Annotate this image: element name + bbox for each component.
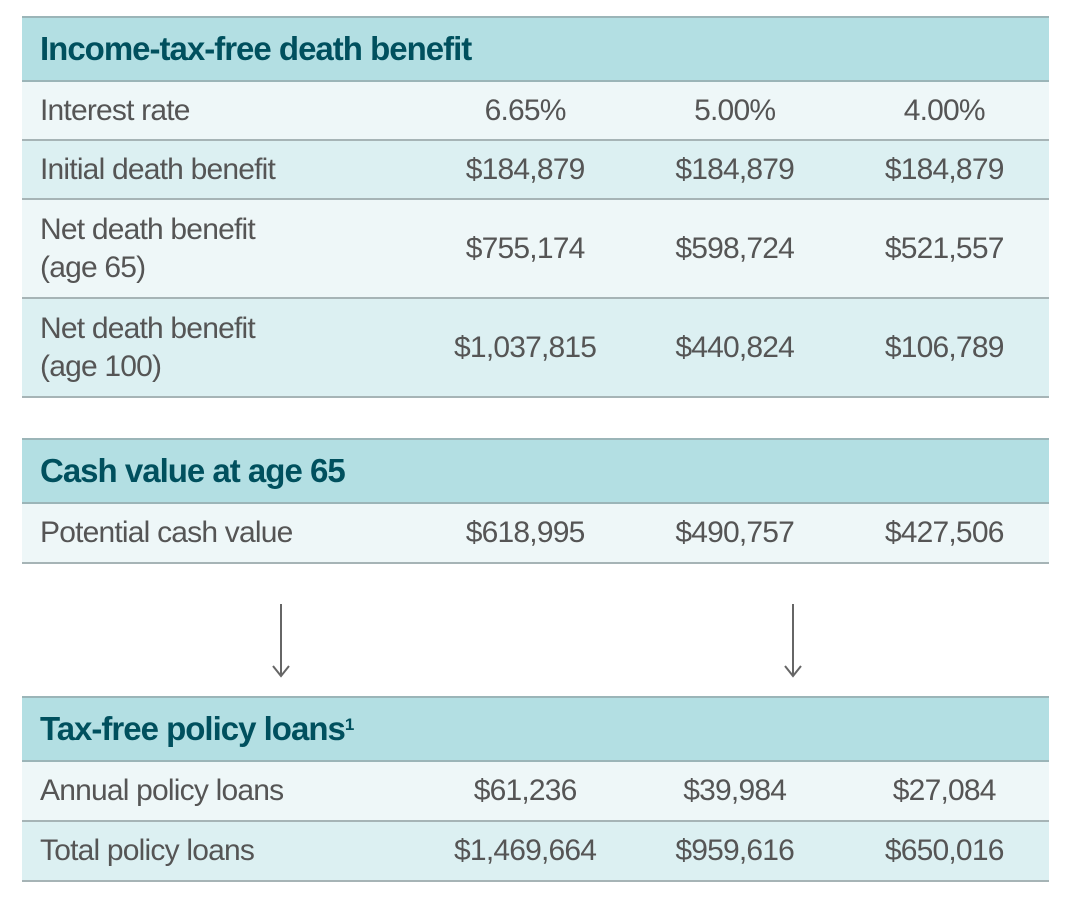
table-row: Interest rate 6.65% 5.00% 4.00% [22, 82, 1049, 141]
row-label: Interest rate [40, 93, 190, 127]
row-label: Annual policy loans [40, 774, 284, 807]
cell: $427,506 [884, 516, 1005, 549]
section-header: Cash value at age 65 [22, 438, 1049, 504]
row-label: Potential cash value [40, 516, 293, 549]
down-arrow-icon [784, 604, 802, 678]
row-label: Initial death benefit [40, 152, 276, 186]
cell: $490,757 [675, 516, 795, 549]
row-label: Net death benefit (age 100) [22, 310, 410, 386]
table-row: Net death benefit (age 65) $755,174 $598,… [22, 200, 1049, 299]
cell: $61,236 [473, 774, 578, 807]
section-title: Income-tax-free death benefit [40, 30, 472, 67]
cell: 4.00% [903, 93, 986, 127]
footnote-marker: 1 [344, 715, 355, 734]
cell: $521,557 [884, 231, 1005, 265]
cell: $184,879 [675, 152, 795, 186]
cell: $1,037,815 [454, 330, 597, 364]
cell: $755,174 [465, 231, 586, 265]
cell: $184,879 [884, 152, 1005, 186]
cell: $618,995 [465, 516, 586, 549]
cell: $959,616 [675, 834, 795, 867]
section-header: Income-tax-free death benefit [22, 16, 1049, 82]
cell: 6.65% [484, 93, 567, 127]
cell: $598,724 [675, 231, 795, 265]
table-row: Net death benefit (age 100) $1,037,815 $4… [22, 299, 1049, 398]
table-row: Potential cash value $618,995 $490,757 $… [22, 504, 1049, 564]
cell: $106,789 [884, 330, 1005, 364]
policy-loans-section: Tax-free policy loans 1 Annual policy loa… [22, 696, 1049, 882]
down-arrow-icon [272, 604, 290, 678]
table-row: Annual policy loans $61,236 $39,984 $27,… [22, 762, 1049, 822]
cell: $1,469,664 [454, 834, 597, 867]
label-line: Net death benefit [40, 212, 256, 246]
row-label: Net death benefit (age 65) [22, 211, 410, 287]
cell: $27,084 [892, 774, 997, 807]
table-row: Initial death benefit $184,879 $184,879 … [22, 141, 1049, 200]
row-label: Total policy loans [40, 834, 255, 867]
section-title: Tax-free policy loans [40, 710, 346, 747]
label-line: (age 100) [40, 349, 162, 383]
cash-value-section: Cash value at age 65 Potential cash valu… [22, 438, 1049, 564]
cell: $39,984 [683, 774, 787, 807]
cell: $650,016 [884, 834, 1005, 867]
cell: 5.00% [694, 93, 776, 127]
label-line: (age 65) [40, 250, 146, 284]
death-benefit-section: Income-tax-free death benefit Interest r… [22, 16, 1049, 398]
cell: $184,879 [465, 152, 586, 186]
label-line: Net death benefit [40, 311, 256, 345]
table-row: Total policy loans $1,469,664 $959,616 $… [22, 822, 1049, 882]
section-header: Tax-free policy loans 1 [22, 696, 1049, 762]
section-title: Cash value at age 65 [40, 452, 346, 489]
cell: $440,824 [675, 330, 795, 364]
